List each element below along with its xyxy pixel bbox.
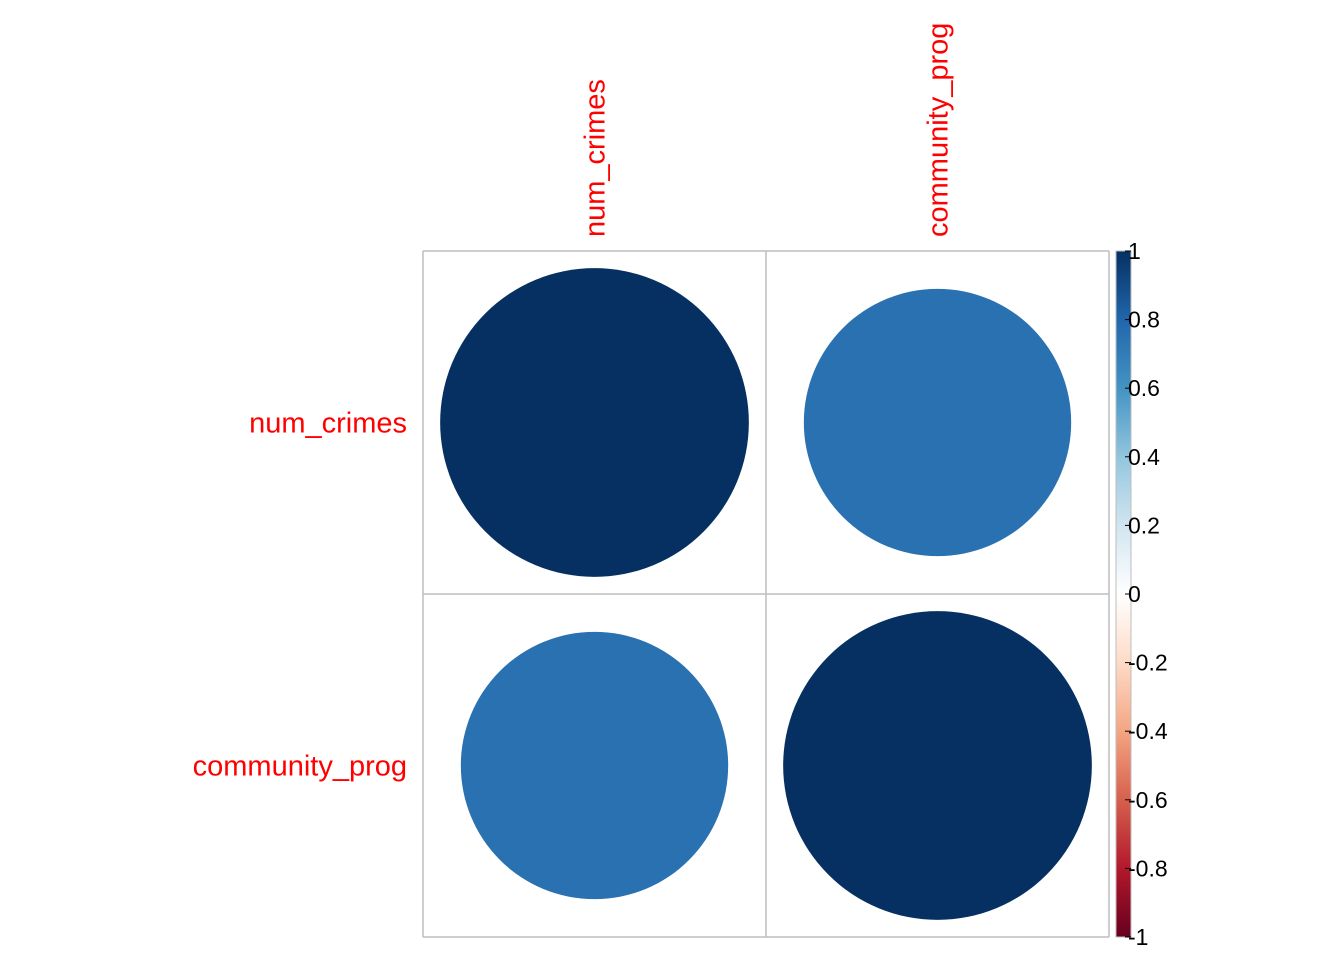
color-bar-tick-label: 0: [1128, 581, 1141, 607]
color-bar-tick-label: -0.2: [1128, 650, 1168, 676]
color-bar-tick-label: 0.4: [1128, 444, 1160, 470]
color-bar-tick-label: 0.6: [1128, 375, 1160, 401]
column-label: num_crimes: [580, 79, 612, 237]
correlation-circles: [440, 268, 1092, 920]
color-bar-tick-label: -1: [1128, 924, 1148, 950]
row-labels: num_crimes community_prog: [193, 408, 407, 783]
color-bar-tick-label: -0.8: [1128, 855, 1168, 881]
color-bar-tick-label: 0.2: [1128, 512, 1160, 538]
correlation-circle-num_crimes-num_crimes: [440, 268, 749, 577]
color-bar-tick-label: 0.8: [1128, 307, 1160, 333]
row-label: community_prog: [193, 751, 407, 783]
matrix-grid: [422, 250, 1110, 938]
correlation-circle-community_prog-num_crimes: [460, 631, 729, 900]
color-legend: 1 0.8 0.6 0.4 0.2 0 -0.2 -0.4 -0.6 -0.8 -1: [1115, 238, 1168, 950]
row-label: num_crimes: [249, 408, 407, 440]
column-labels: num_crimes community_prog: [580, 23, 955, 237]
color-bar-tick-label: -0.6: [1128, 787, 1168, 813]
color-bar-tick-label: 1: [1128, 238, 1141, 264]
column-label: community_prog: [923, 23, 955, 237]
correlation-circle-community_prog-community_prog: [783, 611, 1092, 920]
correlation-circle-num_crimes-community_prog: [803, 288, 1072, 557]
color-bar-tick-label: -0.4: [1128, 718, 1168, 744]
